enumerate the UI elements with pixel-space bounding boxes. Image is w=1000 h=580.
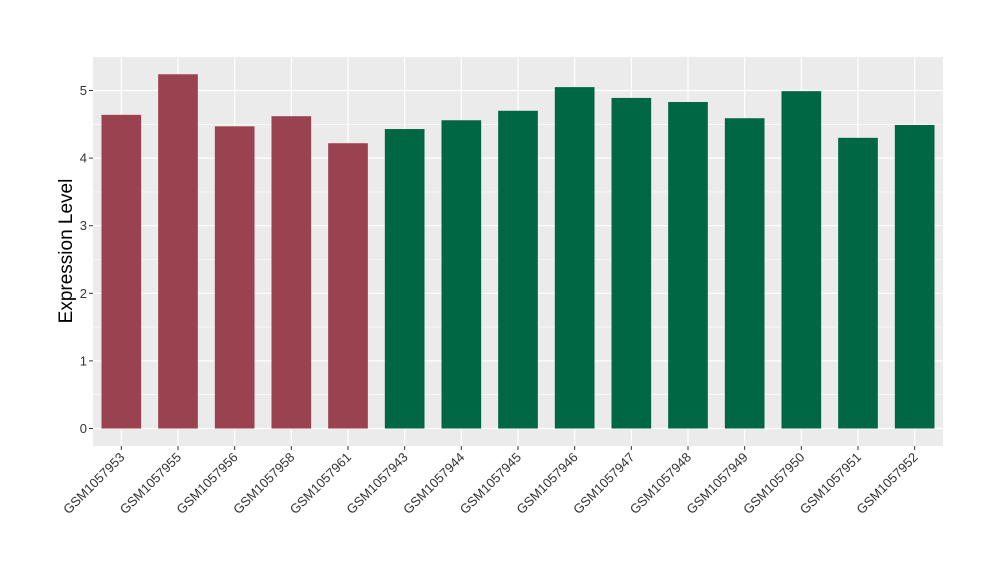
bar-GSM1057947: [611, 97, 652, 429]
bar-GSM1057950: [781, 91, 822, 429]
bar-GSM1057958: [271, 116, 312, 429]
bar-GSM1057948: [668, 101, 708, 429]
bar-GSM1057944: [441, 120, 482, 429]
y-tick-label: 3: [80, 218, 87, 233]
y-tick-label: 2: [80, 286, 87, 301]
bar-GSM1057953: [101, 114, 142, 429]
y-tick-label: 4: [80, 151, 87, 166]
bar-GSM1057955: [158, 74, 198, 429]
bar-GSM1057949: [724, 118, 765, 429]
bar-GSM1057961: [328, 143, 368, 429]
bar-GSM1057956: [214, 126, 255, 429]
bar-GSM1057952: [894, 124, 935, 429]
bars: [101, 74, 935, 429]
x-axis: GSM1057953GSM1057955GSM1057956GSM1057958…: [60, 446, 921, 517]
y-tick-label: 5: [80, 83, 87, 98]
bar-GSM1057945: [498, 110, 538, 429]
y-tick-label: 1: [80, 353, 87, 368]
bar-GSM1057951: [838, 137, 878, 429]
bar-GSM1057943: [384, 129, 425, 429]
bar-GSM1057946: [554, 87, 595, 429]
y-axis: 0 1 2 3 4 5: [80, 83, 93, 436]
y-axis-title: Expression Level: [56, 179, 77, 324]
y-tick-label: 0: [80, 421, 87, 436]
